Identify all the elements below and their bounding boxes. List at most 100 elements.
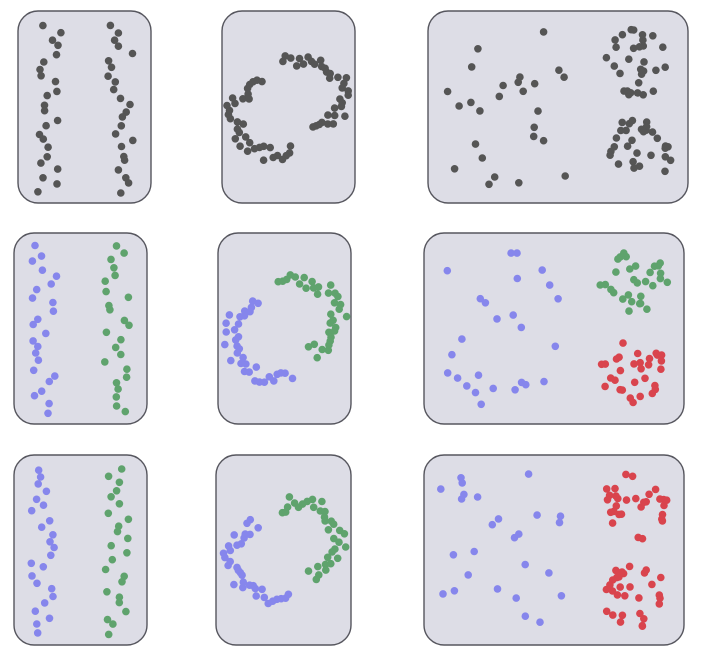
data-point [637,365,645,373]
data-point [110,264,118,272]
data-point [222,319,230,328]
data-point [104,57,113,65]
data-point [629,157,637,166]
data-point [222,328,230,336]
data-point [44,409,52,418]
data-point [28,572,36,580]
data-point [443,266,452,275]
data-point [488,520,497,529]
data-point [103,588,111,596]
data-point [324,526,333,534]
data-point [46,538,54,546]
data-point [247,303,256,312]
data-point [626,89,635,97]
data-point [344,91,353,99]
data-point [655,591,664,599]
data-point [629,44,638,53]
data-point [341,112,349,120]
data-point [657,573,665,582]
data-point [538,266,546,274]
data-point [309,123,317,131]
data-point [545,569,553,577]
data-point [524,470,533,478]
data-point [243,147,252,155]
data-point [645,354,654,363]
data-point [611,376,619,385]
data-point [457,495,466,503]
data-point [106,21,115,30]
data-point [101,358,109,366]
data-point [474,371,483,380]
data-point [40,599,49,607]
data-point [499,81,507,90]
data-point [638,534,647,543]
data-point [539,136,548,145]
data-point [517,323,526,332]
data-point [128,49,137,58]
data-point [611,484,619,493]
panel-frame [13,454,148,646]
data-point [509,311,517,319]
data-point [49,592,57,601]
data-point [120,249,128,257]
data-point [120,316,129,325]
data-point [554,295,562,303]
data-point [617,510,626,518]
data-point [637,292,645,301]
blobs-panel [423,454,685,646]
data-point [104,509,113,518]
data-point [300,273,309,282]
data-point [269,153,278,162]
data-point [230,531,238,539]
data-point [299,60,308,68]
data-point [39,135,48,143]
data-point [609,611,617,619]
data-point [618,30,627,39]
data-point [655,600,664,608]
data-point [283,503,292,511]
data-point [107,493,115,501]
data-point [115,598,124,607]
data-point [237,359,245,368]
data-point [476,294,485,303]
data-point [618,611,627,620]
data-point [252,363,261,371]
data-point [334,292,342,301]
data-point [647,151,655,160]
data-point [265,373,274,381]
data-point [536,618,544,626]
row-correct-clustering [13,232,685,425]
data-point [633,149,641,157]
data-point [102,328,111,337]
data-point [463,382,471,390]
data-point [639,127,648,136]
data-point [450,587,459,595]
data-point [557,592,566,600]
data-point [37,72,45,80]
data-point [321,507,329,516]
data-point [34,466,43,475]
data-point [316,56,325,65]
data-point [644,361,653,369]
data-point [458,335,466,343]
data-point [292,62,301,70]
data-point [597,360,606,369]
data-point [659,43,667,51]
data-point [252,592,260,600]
data-point [239,120,248,128]
data-point [47,280,55,288]
data-point [104,72,112,80]
data-point [49,531,57,539]
data-point [511,386,519,394]
data-point [108,555,117,564]
data-point [656,274,665,283]
data-point [333,554,342,563]
data-point [29,366,38,375]
data-point [239,578,248,586]
data-point [123,549,131,557]
data-point [254,524,262,532]
panel-frame [13,232,148,425]
data-point [106,306,114,314]
data-point [521,612,530,620]
data-point [326,281,335,289]
